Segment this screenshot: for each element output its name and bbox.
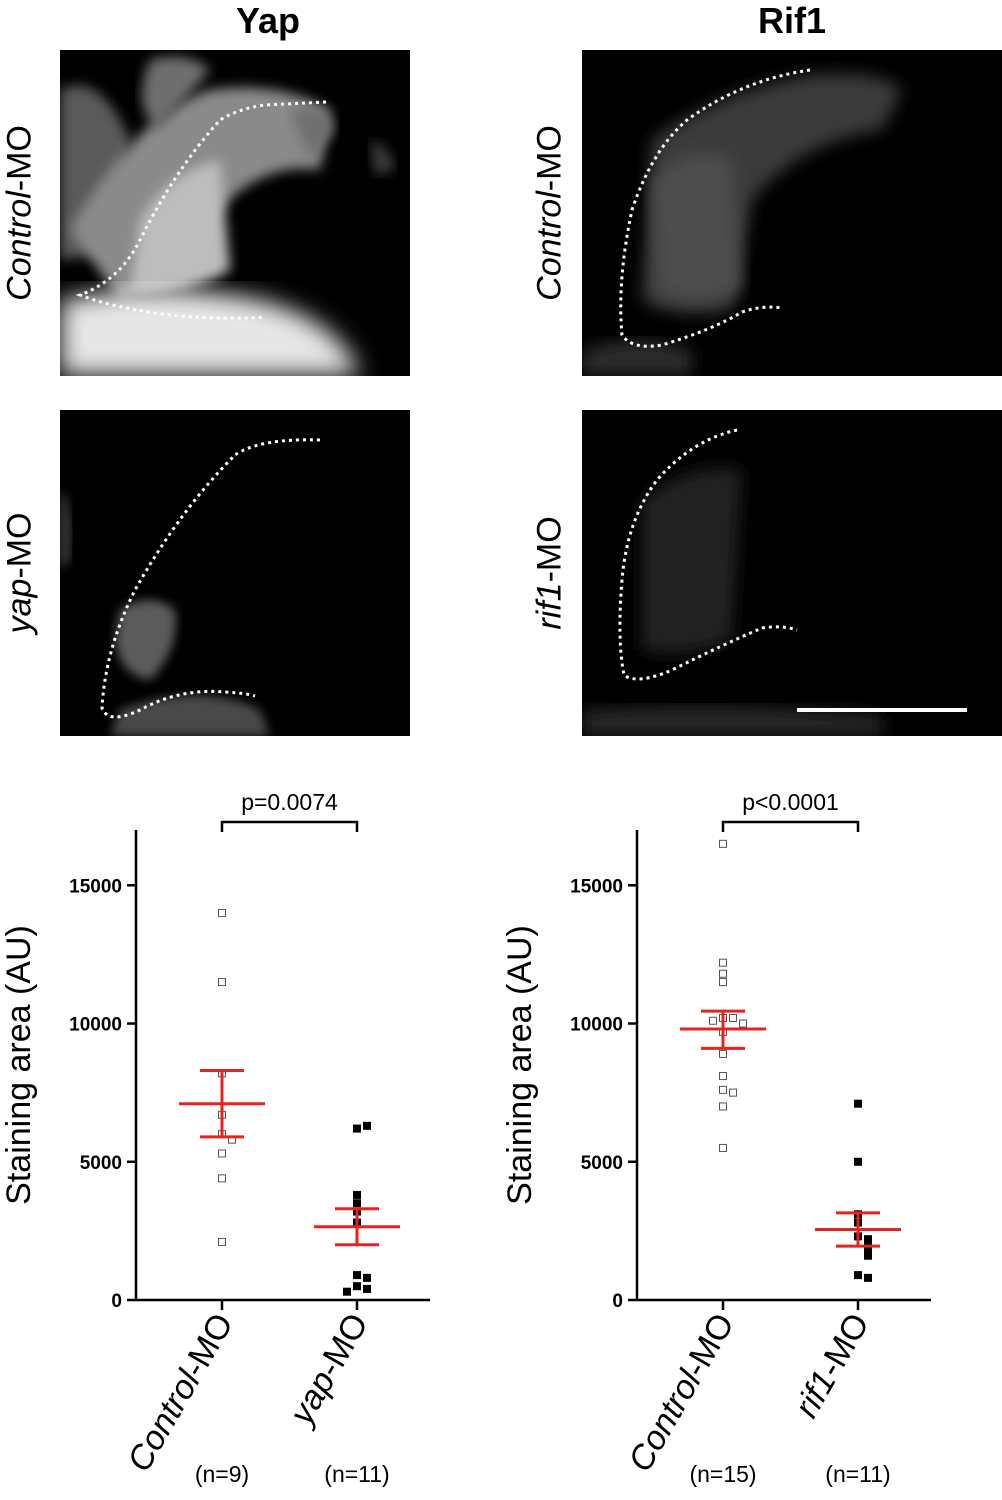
y-tick-label: 10000 [570,1015,623,1036]
open-data-point [719,1049,727,1058]
n-label: (n=11) [324,1461,389,1487]
open-data-point [218,1174,226,1183]
y-tick-label: 10000 [69,1015,122,1036]
open-data-point [719,839,727,848]
rif1-mo-micrograph [582,410,1002,736]
rif1-column-title: Rif1 [757,0,826,41]
yap-mo-micrograph [60,410,410,736]
yap-mo-row-label: yap-MO [0,512,39,634]
open-data-point [719,1102,727,1111]
y-tick-label: 15000 [570,876,623,897]
filled-data-point [353,1190,361,1199]
yap-control-row-label: Control-MO [0,125,39,301]
filled-data-point [353,1124,361,1133]
yap-staining-chart: Staining area (AU) 0 5000 10000 15000 p=0.007… [0,789,430,1487]
open-data-point [719,969,727,978]
filled-data-point [343,1287,351,1296]
yap-column-title: Yap [235,0,301,41]
filled-data-point [353,1282,361,1291]
open-data-point [729,1014,737,1022]
filled-data-point [854,1099,862,1108]
rif1-staining-chart: Staining area (AU) 0 5000 10000 15000 p<0.000… [501,789,931,1487]
filled-data-point [854,1157,862,1166]
filled-data-point [353,1199,361,1208]
significance-label: p<0.0001 [742,789,839,815]
open-data-point [739,1019,747,1028]
filled-data-point [363,1121,371,1130]
filled-data-point [854,1271,862,1280]
n-label: (n=9) [195,1461,249,1487]
rif1-mo-row-label: rif1-MO [530,516,569,630]
n-label: (n=11) [825,1461,890,1487]
y-tick-label: 0 [111,1291,122,1312]
category-label: rif1-MO [787,1307,877,1424]
filled-data-point [864,1273,872,1282]
filled-data-point [864,1251,872,1260]
open-data-point [719,1072,727,1081]
significance-bracket [220,820,359,832]
open-data-point [218,1237,226,1246]
rif1-control-micrograph [582,50,1002,376]
rif1-control-row-label: Control-MO [530,125,569,301]
open-data-point [218,1149,226,1158]
y-axis-label: Staining area (AU) [0,925,38,1205]
y-tick-label: 5000 [80,1153,122,1174]
y-tick-label: 0 [612,1291,623,1312]
open-data-point [719,1143,727,1152]
open-data-point [719,978,727,987]
y-tick-label: 15000 [69,876,122,897]
open-data-point [719,958,727,967]
category-label: yap-MO [282,1307,376,1432]
open-data-point [218,908,226,917]
open-data-point [218,978,226,987]
open-data-point [729,1088,737,1097]
scale-bar [797,708,967,712]
y-axis-label: Staining area (AU) [501,925,539,1205]
filled-data-point [363,1273,371,1282]
n-label: (n=15) [689,1461,756,1487]
filled-data-point [363,1284,371,1293]
open-data-point [719,1085,727,1094]
open-data-point [709,1016,717,1025]
yap-control-micrograph [60,50,410,376]
category-label: Control-MO [621,1307,742,1478]
y-tick-label: 5000 [581,1153,623,1174]
category-label: Control-MO [120,1307,241,1478]
significance-bracket [721,820,860,832]
significance-label: p=0.0074 [241,789,338,815]
filled-data-point [353,1271,361,1280]
